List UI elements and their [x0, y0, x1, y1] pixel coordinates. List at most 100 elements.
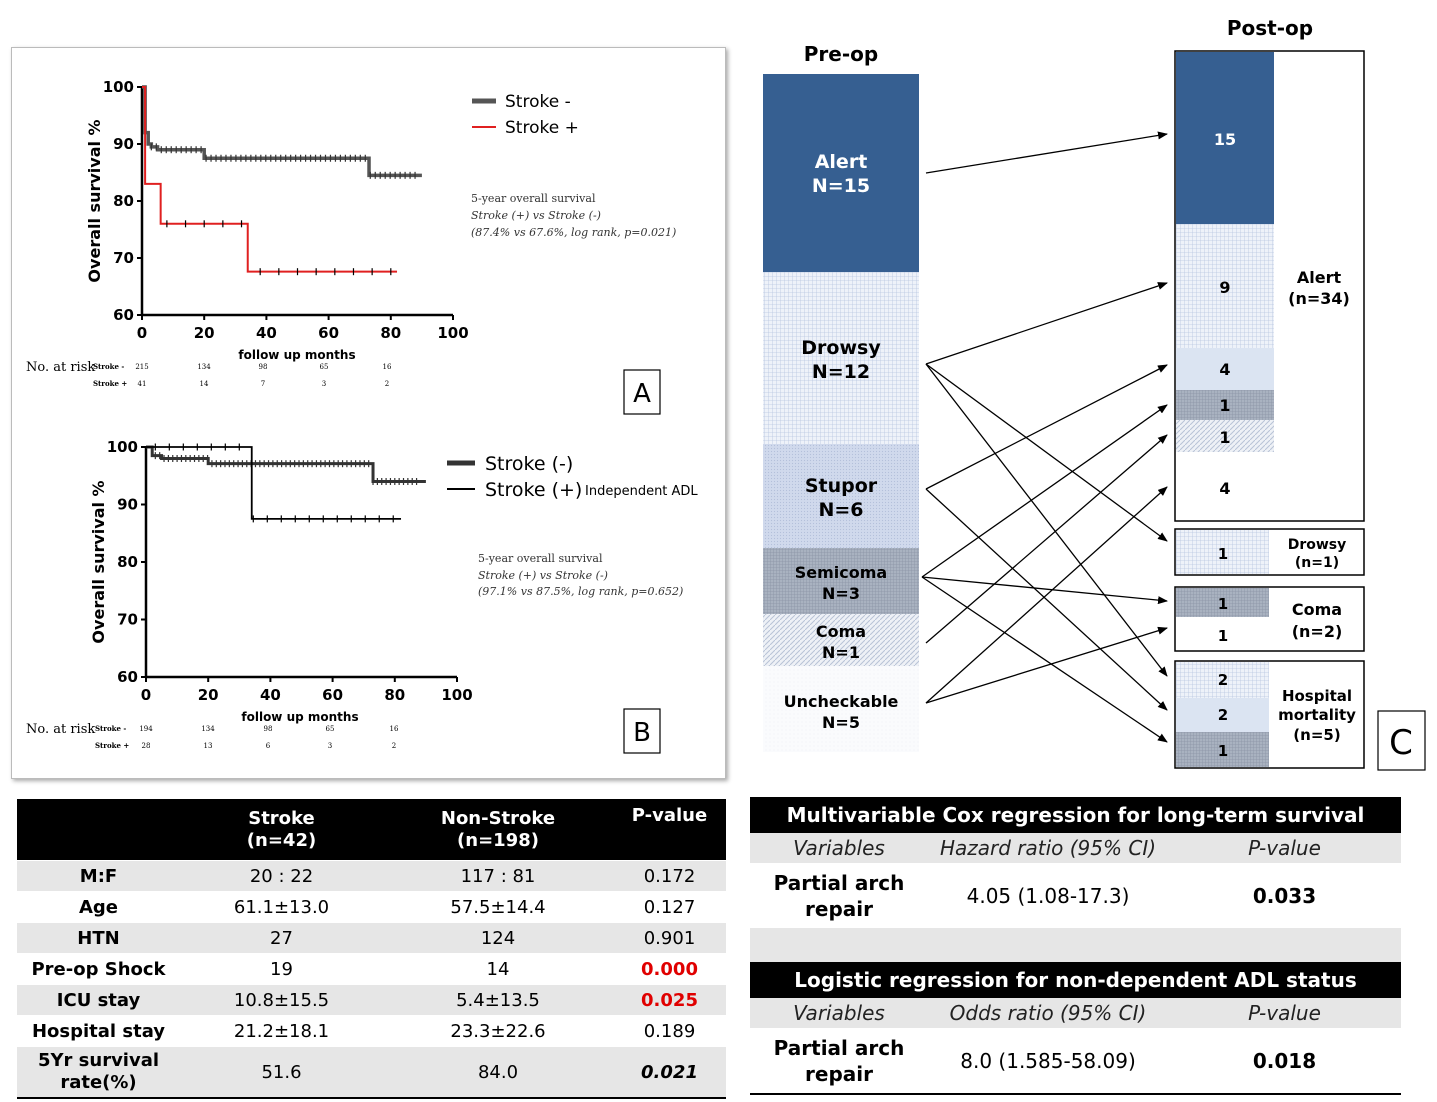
y-tick-label: 100 [107, 438, 138, 456]
post-coma-seg [1176, 588, 1269, 617]
x-tick-label: 60 [318, 324, 339, 342]
risk-value: 28 [142, 742, 151, 750]
cox-row: Partial arch repair 4.05 (1.08-17.3) 0.03… [750, 863, 1401, 928]
cox-regression-table: Multivariable Cox regression for long-te… [750, 797, 1401, 962]
panel-c-label: C [1389, 723, 1413, 763]
pre-stupor-name: Stupor [805, 475, 878, 497]
pre-drowsy-name: Drowsy [801, 337, 881, 359]
cell-p-significant: 0.025 [613, 984, 726, 1016]
post-alert-label: Alert [1297, 268, 1342, 287]
cell-stroke: 61.1±13.0 [180, 891, 383, 923]
arrow-semicoma-mort3 [921, 576, 1168, 743]
pre-coma-n: N=1 [822, 643, 860, 662]
km-b-legend-extra: Independent ADL [585, 484, 698, 499]
risk-value: 65 [326, 725, 335, 733]
cox-value: 4.05 (1.08-17.3) [966, 883, 1130, 908]
pre-uncheckable-name: Uncheckable [784, 692, 899, 711]
post-alert-count-3: 4 [1219, 360, 1230, 379]
post-mortality-label2: mortality [1278, 706, 1356, 724]
x-tick-label: 80 [384, 686, 405, 704]
panel-b-label: B [633, 718, 651, 748]
post-mortality-label1: Hospital [1282, 687, 1352, 705]
post-alert-count-1: 15 [1214, 130, 1236, 149]
x-tick-label: 100 [441, 686, 472, 704]
risk-value: 98 [259, 363, 268, 371]
row-label: ICU stay [17, 984, 180, 1016]
km-a-note-line1: Stroke (+) vs Stroke (-) [471, 209, 601, 222]
cox-variable: Partial arch repair [773, 870, 905, 921]
risk-value: 41 [138, 380, 147, 388]
post-coma-count-2: 1 [1218, 627, 1228, 645]
y-tick-label: 100 [103, 78, 134, 96]
arrow-drowsy-mort1 [925, 363, 1168, 677]
risk-row-name: Stroke + [95, 741, 129, 750]
risk-value: 215 [135, 363, 148, 371]
x-tick-label: 20 [194, 324, 215, 342]
km-b-legend-neg: Stroke (-) [485, 453, 573, 475]
km-a-note-title: 5-year overall survival [471, 192, 596, 205]
logit-col-p: P-value [1248, 1001, 1321, 1025]
logit-col-variables: Variables [793, 1001, 885, 1025]
km-b-risk-label: No. at risk [26, 722, 95, 737]
cell-p: 0.127 [613, 891, 726, 923]
pre-alert-block [763, 74, 919, 272]
post-mortality-count-1: 2 [1218, 671, 1228, 689]
arrow-drowsy-drowsy [925, 363, 1168, 542]
arrow-alert-alert [925, 131, 1168, 174]
table-row: Age 61.1±13.0 57.5±14.4 0.127 [17, 891, 726, 923]
cox-col-p: P-value [1248, 836, 1321, 860]
km-b-legend-pos: Stroke (+) [485, 479, 582, 501]
risk-row-name: Stroke + [93, 379, 127, 388]
logit-col-or: Odds ratio (95% CI) [949, 1001, 1147, 1025]
flow-arrows [921, 131, 1168, 743]
y-tick-label: 80 [117, 553, 138, 571]
cell-p: 0.172 [613, 860, 726, 892]
cell-p-significant: 0.000 [613, 953, 726, 985]
y-tick-label: 70 [113, 249, 134, 267]
y-tick-label: 60 [117, 668, 138, 686]
x-tick-label: 0 [141, 686, 151, 704]
pre-drowsy-n: N=12 [812, 361, 870, 383]
pre-semicoma-block [763, 548, 919, 614]
table-row: Hospital stay 21.2±18.1 23.3±22.6 0.189 [17, 1015, 726, 1047]
pre-uncheckable-n: N=5 [822, 713, 860, 732]
post-mortality-count-3: 1 [1218, 742, 1228, 760]
pre-stupor-n: N=6 [818, 499, 863, 521]
arrow-stupor-mort2 [925, 488, 1168, 711]
risk-value: 194 [139, 725, 153, 733]
panel-a-label-box [623, 369, 661, 415]
post-alert-n: (n=34) [1288, 289, 1350, 308]
cell-p-significant: 0.021 [613, 1046, 726, 1099]
risk-value: 3 [322, 380, 326, 388]
risk-value: 13 [204, 742, 213, 750]
km-b-note-title: 5-year overall survival [478, 552, 603, 565]
cell-nonstroke: 23.3±22.6 [383, 1015, 613, 1047]
km-chart-b: 0 20 40 60 80 100 60 70 80 90 100 Overall survival… [26, 438, 698, 754]
km-b-note-line1: Stroke (+) vs Stroke (-) [478, 569, 608, 582]
header-pvalue: P-value [613, 799, 726, 861]
x-tick-label: 20 [198, 686, 219, 704]
stroke-comparison-table: Stroke (n=42) Non-Stroke (n=198) P-value M… [17, 799, 726, 1099]
cell-stroke: 10.8±15.5 [180, 984, 383, 1016]
km-chart-a: 0 20 40 60 80 100 60 70 80 90 100 Overall survival… [26, 78, 676, 415]
km-a-xlabel: follow up months [238, 348, 355, 362]
pre-alert-n: N=15 [812, 175, 870, 197]
cox-p: 0.033 [1252, 883, 1317, 908]
logit-variable: Partial arch repair [773, 1035, 905, 1086]
risk-value: 134 [197, 363, 211, 371]
x-tick-label: 0 [137, 324, 147, 342]
cell-p: 0.189 [613, 1015, 726, 1047]
cell-nonstroke: 84.0 [383, 1046, 613, 1099]
cell-p: 0.901 [613, 922, 726, 954]
cox-col-variables: Variables [793, 836, 885, 860]
header-empty [17, 799, 180, 861]
y-tick-label: 90 [113, 135, 134, 153]
post-mortality-seg-3 [1176, 732, 1269, 767]
cell-stroke: 21.2±18.1 [180, 1015, 383, 1047]
table-row: 5Yr survival rate(%) 51.6 84.0 0.021 [17, 1046, 726, 1099]
risk-value: 65 [320, 363, 329, 371]
km-series-line-neg [146, 445, 426, 483]
risk-row-name: Stroke - [93, 362, 124, 371]
post-mortality-n: (n=5) [1293, 726, 1340, 744]
